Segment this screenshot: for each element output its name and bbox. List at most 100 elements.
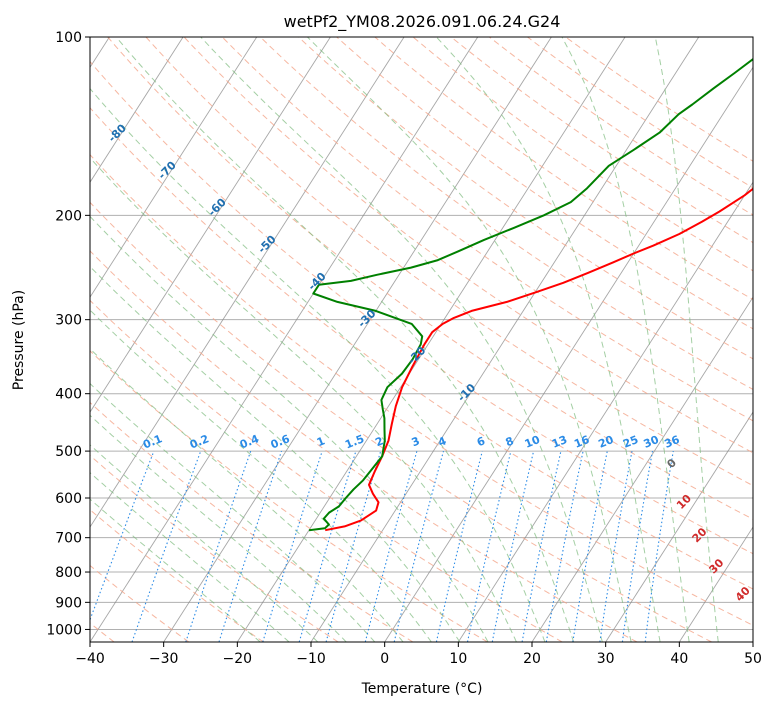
dry-adiabat-line: [145, 37, 753, 487]
dry-adiabat-label: -10: [455, 381, 478, 404]
dry-adiabat-line: [90, 454, 339, 642]
chart-title: wetPf2_YM08.2026.091.06.24.G24: [284, 12, 561, 32]
y-tick-label: 500: [55, 444, 82, 460]
dry-adiabat-line: [90, 509, 264, 642]
mixing-ratio-label: 0.1: [141, 432, 164, 451]
moist-adiabat-line: [90, 309, 432, 642]
moist-adiabat-line: [90, 157, 517, 642]
y-tick-label: 800: [55, 565, 82, 581]
moist-adiabat-lines: [90, 37, 719, 642]
moist-adiabat-line: [90, 87, 546, 642]
isotherm-line: [163, 37, 552, 642]
x-tick-label: −40: [75, 651, 105, 667]
mixing-ratio-label: 30: [642, 433, 661, 451]
x-tick-label: 10: [449, 651, 467, 667]
mixing-ratio-label: 6: [475, 434, 487, 449]
dry-adiabat-line: [298, 37, 753, 360]
y-tick-label: 1000: [46, 622, 82, 638]
moist-adiabat-line: [90, 215, 489, 642]
moist-adiabat-line: [654, 37, 719, 642]
dry-adiabat-line: [336, 37, 753, 330]
mixing-ratio-line: [364, 450, 418, 642]
mixing-ratio-line: [393, 450, 445, 642]
dry-adiabat-line: [90, 201, 712, 642]
moist-adiabat-line: [90, 348, 404, 642]
moist-adiabat-line: [115, 37, 575, 642]
x-tick-label: 0: [380, 651, 389, 667]
isotherm-line: [457, 181, 753, 642]
x-tick-label: −30: [149, 651, 179, 667]
mixing-ratio-label: 16: [572, 433, 591, 451]
moist-adiabat-line: [561, 37, 690, 642]
moist-adiabat-line: [307, 37, 632, 642]
dry-adiabat-label: -80: [106, 121, 129, 144]
isotherm-line: [90, 37, 331, 413]
isotherm-line: [752, 641, 753, 642]
dry-adiabat-line: [90, 60, 753, 555]
y-tick-label: 700: [55, 531, 82, 547]
dry-adiabat-label: -90: [56, 84, 79, 107]
mixing-ratio-label: 1: [315, 434, 327, 449]
y-axis-ticks: 100 200 300 400 500 600 700 800 900 1000: [46, 30, 90, 638]
mixing-ratio-label: 25: [621, 433, 640, 451]
x-axis-label: Temperature (°C): [361, 681, 483, 697]
plot-area: 0.1 0.2 0.4 0.6 1 1.5 2 3 4 6 8 10 13 16 20 25 30 36 -100 -…: [56, 37, 753, 642]
mixing-ratio-label: 8: [504, 434, 516, 449]
dry-adiabat-line: [90, 299, 563, 642]
y-tick-label: 900: [55, 595, 82, 611]
moist-adiabat-line: [90, 414, 347, 642]
dry-adiabat-line: [259, 37, 753, 391]
x-tick-label: 30: [597, 651, 615, 667]
mixing-ratio-line: [218, 450, 283, 642]
isotherm-line: [90, 37, 405, 528]
mixing-ratio-lines: [90, 450, 674, 642]
mixing-ratio-label: 0.2: [188, 432, 211, 451]
y-tick-label: 100: [55, 30, 82, 46]
x-tick-label: −10: [296, 651, 326, 667]
isotherm-line: [236, 37, 626, 642]
y-tick-label: 300: [55, 313, 82, 329]
curve-labels: 0.1 0.2 0.4 0.6 1 1.5 2 3 4 6 8 10 13 16 20 25 30 36 -100 -…: [56, 84, 753, 604]
dry-adiabat-line: [90, 401, 414, 642]
series-lines: [308, 57, 753, 532]
mixing-ratio-label: 20: [596, 433, 615, 451]
dry-adiabat-line: [374, 37, 753, 301]
y-axis-label: Pressure (hPa): [11, 290, 27, 390]
moist-adiabat-line: [90, 444, 319, 642]
mixing-ratio-line: [185, 450, 252, 642]
isotherm-lines: [90, 37, 753, 642]
dry-adiabat-line: [90, 350, 488, 642]
temperature-profile-line: [325, 187, 753, 532]
mixing-ratio-line: [466, 450, 512, 642]
mixing-ratio-label: 3: [410, 434, 422, 449]
moist-adiabat-line: [90, 382, 376, 642]
y-tick-label: 200: [55, 208, 82, 224]
isotherm-line: [531, 296, 753, 642]
dry-adiabat-line: [107, 37, 753, 520]
dry-adiabat-label: -70: [156, 158, 179, 181]
mixing-ratio-label: 13: [550, 433, 569, 451]
moist-adiabat-line: [200, 37, 603, 642]
moist-adiabat-line: [90, 498, 261, 642]
isotherm-line: [678, 526, 753, 642]
dry-adiabat-line: [221, 37, 753, 422]
dry-adiabat-lines: [90, 37, 753, 642]
mixing-ratio-line: [325, 450, 382, 642]
mixing-ratio-line: [521, 450, 562, 642]
mixing-ratio-line: [644, 451, 674, 642]
moist-adiabat-line: [436, 37, 661, 642]
moist-adiabat-label: 40: [733, 584, 753, 604]
dewpoint-profile-line: [308, 57, 753, 532]
dry-adiabat-line: [90, 107, 753, 590]
dry-adiabat-line: [412, 37, 753, 272]
x-tick-label: 40: [670, 651, 688, 667]
dry-adiabat-line: [565, 37, 753, 162]
dry-adiabat-line: [90, 564, 190, 642]
mixing-ratio-label: 10: [523, 433, 542, 451]
mixing-ratio-label: 0.4: [238, 432, 261, 451]
moist-adiabat-line: [90, 265, 461, 642]
mixing-ratio-line: [572, 450, 608, 642]
x-axis-ticks: −40 −30 −20 −10 0 10 20 30 40 50: [75, 642, 762, 667]
mixing-ratio-label: 36: [662, 433, 681, 451]
